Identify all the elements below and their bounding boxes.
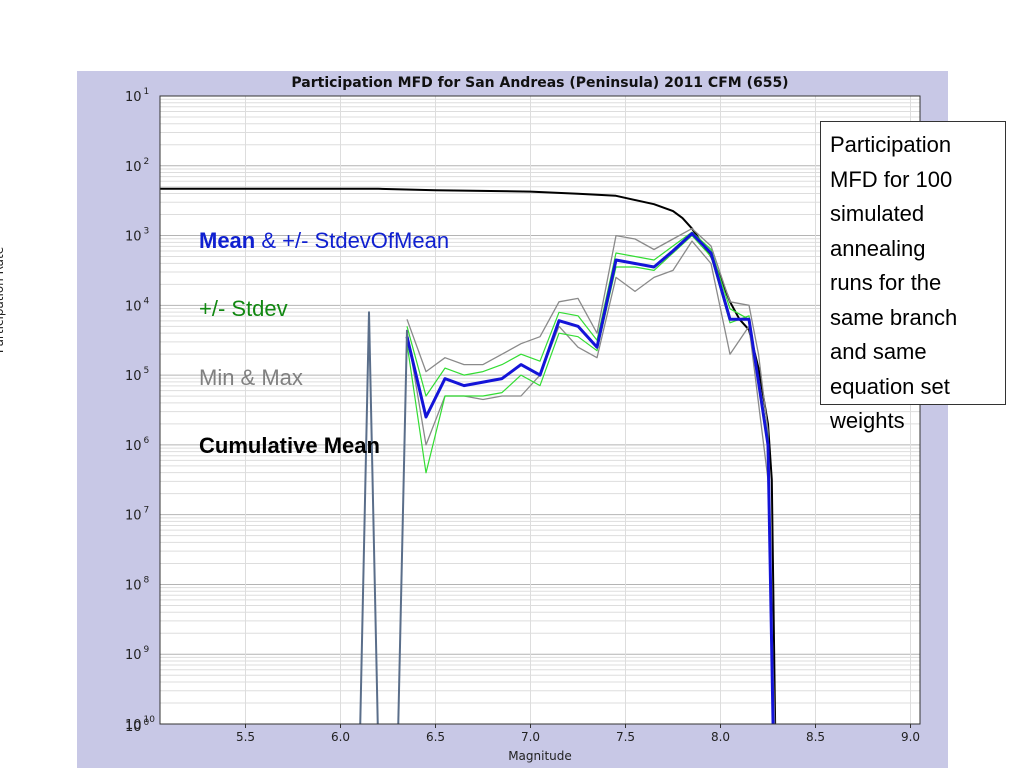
note-line: simulated	[830, 201, 925, 226]
y-tick-label: 10 2	[125, 157, 149, 175]
y-tick-label: 10 10	[125, 715, 155, 733]
y-tick-label: 10 4	[125, 296, 150, 314]
y-tick-label: 10 9	[125, 645, 150, 663]
x-tick-label: 8.5	[806, 730, 825, 744]
y-tick-label: 10 3	[125, 227, 149, 245]
x-tick-label: 8.0	[711, 730, 730, 744]
y-tick-label: 10 1	[125, 87, 149, 105]
plot-frame	[159, 95, 921, 725]
x-tick-label: 9.0	[901, 730, 920, 744]
series-line-spike	[359, 311, 379, 724]
x-axis-label: Magnitude	[508, 749, 572, 763]
y-tick-label: 10 7	[125, 506, 149, 524]
x-tick-label: 5.5	[236, 730, 255, 744]
series-line-min	[406, 240, 776, 724]
note-box	[820, 121, 1006, 405]
note-line: equation set	[830, 373, 950, 399]
legend-cumulative-mean: Cumulative Mean	[199, 433, 380, 458]
x-tick-label: 6.5	[426, 730, 445, 744]
legend-stdev: +/- Stdev	[199, 296, 288, 321]
y-tick-label: 10 5	[125, 366, 149, 384]
legend-mean: Mean & +/- StdevOfMean	[199, 228, 449, 254]
legend-min-max: Min & Max	[199, 365, 303, 390]
x-tick-label: 6.0	[331, 730, 350, 744]
y-tick-label: 10 8	[125, 575, 150, 593]
x-tick-label: 7.0	[521, 730, 540, 744]
note-line: Participation	[830, 132, 952, 157]
note-line: same branch	[830, 304, 958, 330]
note-line: runs for the	[830, 270, 942, 295]
legend-mean-bold: Mean	[199, 228, 256, 253]
note-line: annealing	[830, 235, 926, 261]
corner-tick-label: 10 0	[125, 718, 150, 735]
x-tick-label: 7.5	[616, 730, 635, 744]
series-line-spike2	[397, 329, 408, 724]
series-group	[160, 187, 777, 724]
note-line: weights	[830, 408, 905, 433]
legend-mean-rest: & +/- StdevOfMean	[255, 228, 450, 253]
plot-background	[160, 96, 920, 724]
chart-title: Participation MFD for San Andreas (Penin…	[291, 75, 789, 91]
series-line-mean	[405, 232, 775, 724]
y-axis-label: Participation Rate	[0, 246, 6, 354]
note-text: Participation MFD for 100 simulated anneali…	[830, 128, 1000, 439]
y-tick-label: 10 6	[125, 436, 150, 454]
series-line-max	[406, 227, 774, 724]
note-line: and same	[830, 339, 927, 364]
note-line: MFD for 100	[830, 166, 953, 192]
